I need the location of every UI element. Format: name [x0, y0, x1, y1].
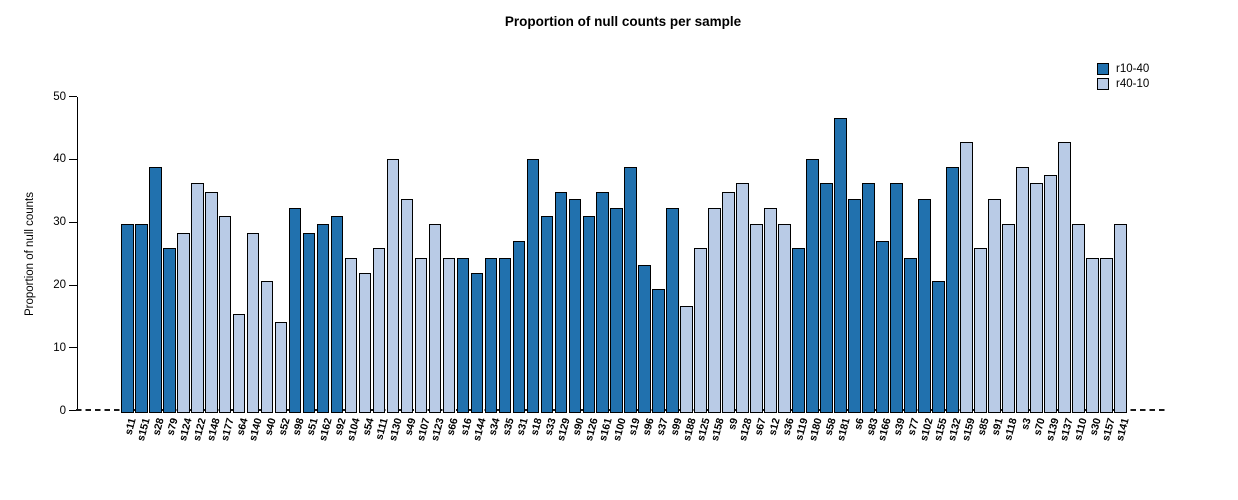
bar-s126 [582, 215, 596, 413]
y-tick-mark [69, 410, 77, 412]
bar-s111 [372, 248, 386, 413]
legend-swatch-dark [1097, 63, 1109, 75]
bar-s122 [190, 183, 204, 413]
bar-s51 [302, 232, 316, 413]
bar-s34 [484, 257, 498, 413]
bar-s19 [624, 166, 638, 413]
bar-s33 [540, 215, 554, 413]
y-tick-label: 20 [53, 278, 66, 291]
bar-s52 [274, 321, 288, 413]
bar-s66 [442, 257, 456, 413]
bar-s162 [316, 224, 330, 413]
bar-s70 [1030, 183, 1043, 413]
bar-s180 [806, 159, 819, 413]
chart-title: Proportion of null counts per sample [504, 14, 742, 29]
bar-s98 [288, 208, 302, 413]
bar-s18 [526, 159, 540, 413]
bar-s155 [932, 281, 945, 413]
bar-s90 [568, 199, 582, 413]
bar-s188 [680, 305, 693, 413]
bar-s64 [232, 313, 246, 413]
bar-s148 [204, 191, 218, 413]
y-tick-label: 0 [59, 404, 66, 417]
bar-s100 [610, 208, 624, 413]
bar-s91 [988, 199, 1001, 413]
bar-s159 [960, 141, 973, 413]
y-tick-mark [69, 159, 77, 161]
bar-s92 [330, 215, 344, 413]
bar-s161 [596, 191, 610, 413]
bar-s125 [694, 248, 707, 413]
y-tick-label: 10 [53, 341, 66, 354]
bar-s37 [652, 289, 666, 413]
bar-s151 [134, 224, 148, 413]
y-tick-mark [69, 96, 77, 98]
bar-s181 [834, 117, 847, 413]
bar-s77 [904, 257, 917, 413]
legend-item-r10-40: r10-40 [1097, 62, 1149, 76]
y-tick-label: 40 [53, 153, 66, 166]
bar-s118 [1002, 224, 1015, 413]
bar-s16 [456, 257, 470, 413]
legend-label: r10-40 [1116, 63, 1150, 75]
bar-s3 [1016, 166, 1029, 413]
bar-s12 [764, 208, 777, 413]
legend-item-r40-10: r40-10 [1097, 77, 1149, 91]
bar-s140 [246, 232, 260, 413]
y-tick-mark [69, 221, 77, 223]
bar-s99 [666, 208, 679, 413]
bar-s85 [974, 248, 987, 413]
y-tick-label: 50 [53, 90, 66, 103]
bar-s31 [512, 240, 526, 413]
bar-s83 [862, 183, 875, 413]
bar-s96 [638, 265, 652, 413]
bar-s79 [162, 248, 176, 413]
bar-s9 [722, 191, 735, 413]
bar-s123 [428, 224, 442, 413]
bar-s49 [400, 199, 414, 413]
bar-s35 [498, 257, 512, 413]
bar-s130 [386, 159, 400, 413]
legend: r10-40 r40-10 [1097, 62, 1149, 92]
bar-s102 [918, 199, 931, 413]
bar-s6 [848, 199, 861, 413]
bar-s54 [358, 273, 372, 413]
bar-s28 [148, 166, 162, 413]
y-axis-title: Proportion of null counts [24, 191, 36, 317]
bar-s124 [176, 232, 190, 413]
bar-s104 [344, 257, 358, 413]
bar-s139 [1044, 174, 1057, 413]
bar-s67 [750, 224, 763, 413]
bar-s137 [1057, 141, 1071, 413]
bar-s11 [121, 224, 134, 413]
legend-swatch-light [1097, 78, 1109, 90]
legend-label: r40-10 [1116, 78, 1150, 90]
bar-s157 [1099, 257, 1113, 413]
y-tick-mark [69, 284, 77, 286]
bar-s177 [218, 215, 232, 413]
bar-s132 [946, 166, 959, 413]
bar-s144 [470, 273, 484, 413]
bar-s58 [820, 183, 833, 413]
bar-s128 [736, 183, 749, 413]
bar-s107 [414, 257, 428, 413]
y-axis-line [77, 97, 78, 411]
bar-s36 [778, 224, 791, 413]
y-tick-label: 30 [53, 216, 66, 229]
bar-s40 [260, 281, 274, 413]
y-tick-mark [69, 347, 77, 349]
bar-s110 [1071, 224, 1085, 413]
bar-s158 [708, 208, 721, 413]
bar-s166 [876, 240, 889, 413]
bar-s141 [1113, 224, 1127, 413]
bar-s129 [554, 191, 568, 413]
bar-s119 [792, 248, 805, 413]
bar-s39 [890, 183, 903, 413]
bar-s30 [1085, 257, 1099, 413]
